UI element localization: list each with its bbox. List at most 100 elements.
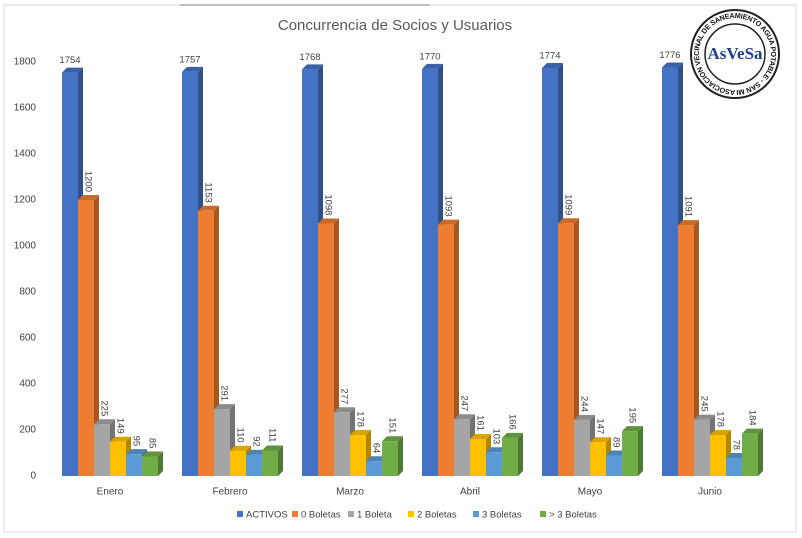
value-label: 245 [698,396,709,412]
value-label: 92 [250,436,261,447]
bar-top [302,64,323,70]
y-tick-label: 1600 [14,103,37,114]
bar-top [590,437,611,443]
value-label: 89 [610,437,621,448]
legend-swatch [237,511,243,517]
value-label: 1093 [442,195,453,216]
bar [590,442,606,476]
bar-side [398,436,403,476]
bar-top [230,445,251,451]
bar-top [662,62,683,68]
legend-swatch [408,511,414,517]
bar-top [422,63,443,69]
value-label: 291 [218,385,229,401]
value-label: 1754 [59,55,80,66]
legend-swatch [473,511,479,517]
bar [302,69,318,477]
value-label: 1776 [659,50,680,61]
bar [678,225,694,476]
bar [246,454,262,476]
bar-top [438,219,459,225]
bar-top [142,451,163,457]
y-tick-label: 800 [19,287,36,298]
bar-top [742,428,763,434]
bar-top [214,404,235,410]
bar-top [678,220,699,226]
bar [542,67,558,476]
value-label: 161 [474,415,485,431]
y-tick-label: 1400 [14,149,37,160]
bar-top [382,436,403,442]
value-label: 1098 [322,194,333,215]
y-tick-label: 1200 [14,195,37,206]
bar-top [502,432,523,438]
value-label: 1099 [562,194,573,215]
value-label: 178 [354,411,365,427]
bar-top [94,419,115,425]
bar [574,419,590,476]
bar-top [62,67,83,73]
bar [502,437,518,476]
bar [454,419,470,476]
legend-label: 1 Boleta [357,510,393,521]
bar-top [694,414,715,420]
bar [486,452,502,476]
value-label: 1757 [179,54,200,65]
bar [230,450,246,476]
bar-top [542,62,563,68]
value-label: 95 [130,436,141,447]
value-label: 1774 [539,50,560,61]
bar [742,433,758,476]
bar-top [606,450,627,456]
legend-label: 0 Boletas [301,510,341,521]
bar-side [454,219,459,477]
bar-top [486,447,507,453]
bar [622,431,638,476]
bar-top [350,430,371,436]
legend-label: ACTIVOS [246,510,288,521]
bar [558,223,574,476]
value-label: 111 [266,428,277,442]
bar-top [110,436,131,442]
value-label: 277 [338,388,349,404]
value-label: 1200 [82,171,93,192]
y-tick-label: 200 [19,425,36,436]
x-tick-label: Enero [97,487,124,498]
value-label: 78 [730,439,741,450]
bar [694,419,710,476]
bar [214,409,230,476]
bar [94,424,110,476]
value-label: 151 [386,417,397,433]
bar-top [182,66,203,72]
bar-side [518,432,523,476]
bar-side [638,426,643,476]
x-tick-label: Febrero [212,487,247,498]
value-label: 166 [506,414,517,430]
bar [126,454,142,476]
value-label: 1770 [419,51,440,62]
bar [78,200,94,476]
y-tick-label: 1800 [14,57,37,68]
bar [318,223,334,476]
bar [262,450,278,476]
legend-swatch [292,511,298,517]
bar-side [158,451,163,476]
legend-label: > 3 Boletas [549,510,597,521]
legend-swatch [348,511,354,517]
bar-side [278,445,283,476]
bar-side [94,195,99,476]
value-label: 149 [114,418,125,434]
bar-top [558,218,579,224]
bar [142,456,158,476]
bar-top [726,453,747,459]
bar [438,224,454,476]
legend-label: 2 Boletas [417,510,457,521]
bar-top [574,414,595,420]
x-tick-label: Junio [698,487,722,498]
bar [198,210,214,476]
bar-top [78,195,99,200]
y-tick-label: 0 [30,471,36,482]
bar-side [694,220,699,476]
bar [726,458,742,476]
